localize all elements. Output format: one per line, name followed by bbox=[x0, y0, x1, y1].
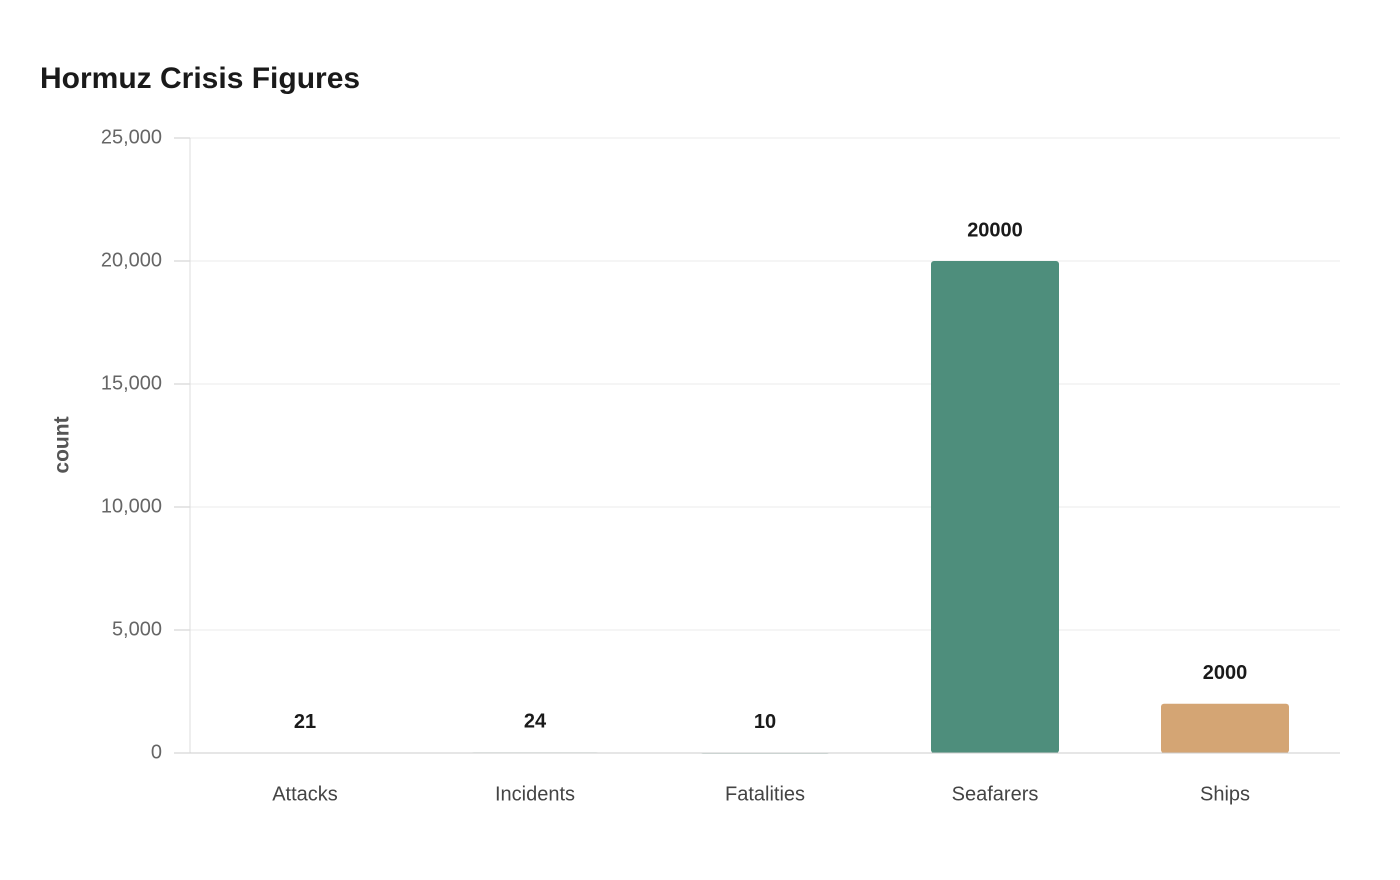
value-label: 10 bbox=[754, 711, 776, 733]
x-tick-label: Attacks bbox=[272, 783, 338, 805]
y-axis-label: count bbox=[51, 416, 74, 473]
chart-title: Hormuz Crisis Figures bbox=[40, 62, 360, 95]
x-tick-label: Fatalities bbox=[725, 783, 805, 805]
value-label: 24 bbox=[524, 711, 547, 733]
x-tick-label: Incidents bbox=[495, 783, 575, 805]
value-label: 20000 bbox=[967, 219, 1023, 241]
y-tick-label: 15,000 bbox=[101, 372, 162, 394]
value-label: 21 bbox=[294, 711, 316, 733]
value-label: 2000 bbox=[1203, 662, 1248, 684]
x-tick-label: Ships bbox=[1200, 783, 1250, 805]
y-tick-label: 25,000 bbox=[101, 126, 162, 148]
y-tick-label: 10,000 bbox=[101, 495, 162, 517]
x-tick-label: Seafarers bbox=[952, 783, 1039, 805]
y-tick-label: 0 bbox=[151, 741, 162, 763]
bar bbox=[1161, 703, 1289, 753]
y-tick-label: 20,000 bbox=[101, 249, 162, 271]
y-tick-label: 5,000 bbox=[112, 618, 162, 640]
bar bbox=[931, 261, 1059, 753]
